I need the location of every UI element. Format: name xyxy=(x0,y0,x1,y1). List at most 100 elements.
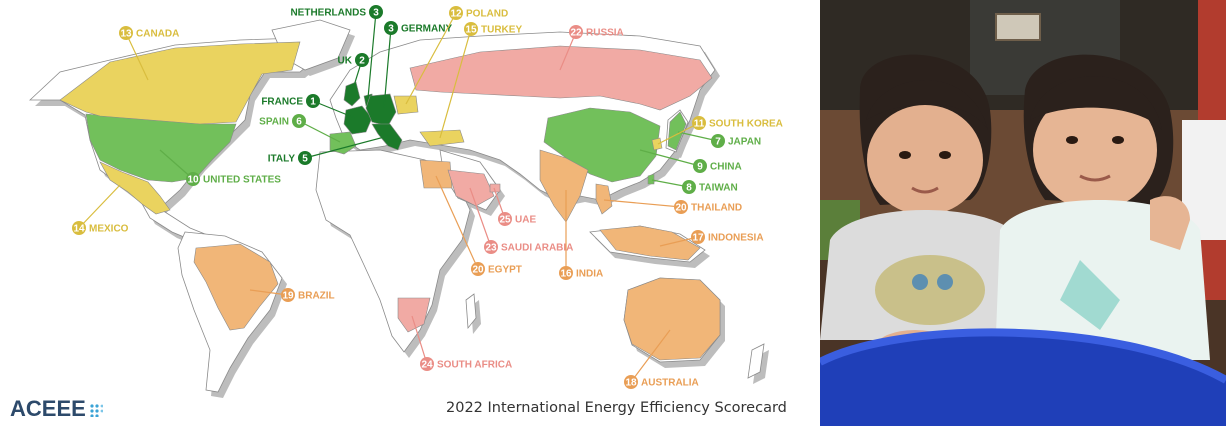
rank-number: 15 xyxy=(465,25,477,36)
rank-badge xyxy=(355,53,369,67)
country-label: GERMANY xyxy=(401,24,452,35)
rank-badge xyxy=(682,180,696,194)
rank-badge xyxy=(298,151,312,165)
country-label: EGYPT xyxy=(488,265,522,276)
country-label: SAUDI ARABIA xyxy=(501,243,573,254)
country-south-korea xyxy=(651,137,663,151)
rank-badge xyxy=(449,6,463,20)
rank-number: 22 xyxy=(570,28,582,39)
country-fills xyxy=(59,41,721,361)
country-label: AUSTRALIA xyxy=(641,378,699,389)
country-callouts: 1 FRANCE 2 UK 3 NETHERLANDS 3 GERMANY 5 ITALY 6 SPA… xyxy=(72,5,783,389)
callout-leader-line xyxy=(367,11,377,99)
callout-uk: 2 UK xyxy=(338,53,369,93)
country-spain xyxy=(329,131,357,155)
country-label: INDONESIA xyxy=(708,233,764,244)
callout-leader-line xyxy=(405,12,457,105)
callout-germany: 3 GERMANY xyxy=(383,21,452,109)
country-label: SOUTH KOREA xyxy=(709,119,783,130)
rank-badge xyxy=(624,375,638,389)
rank-number: 24 xyxy=(421,360,433,371)
country-label: CANADA xyxy=(136,29,179,40)
country-australia xyxy=(623,277,721,361)
rank-badge xyxy=(692,116,706,130)
callout-taiwan: 8 TAIWAN xyxy=(651,179,738,194)
rank-number: 11 xyxy=(694,119,705,130)
aceee-logo: ACEEE xyxy=(10,396,103,422)
callout-canada: 13 CANADA xyxy=(119,26,179,81)
callout-leader-line xyxy=(603,199,682,208)
continent-madagascar xyxy=(465,293,477,330)
rank-number: 20 xyxy=(472,265,484,276)
callout-leader-line xyxy=(304,135,389,159)
rank-number: 7 xyxy=(715,137,721,148)
country-japan xyxy=(667,111,687,151)
country-label: JAPAN xyxy=(728,137,761,148)
country-label: BRAZIL xyxy=(298,291,335,302)
rank-badge xyxy=(693,159,707,173)
rank-badge xyxy=(369,5,383,19)
country-label: MEXICO xyxy=(89,224,129,235)
country-label: UK xyxy=(338,56,353,67)
rank-number: 19 xyxy=(282,291,294,302)
country-label: TURKEY xyxy=(481,25,522,36)
country-label: NETHERLANDS xyxy=(290,8,366,19)
rank-badge xyxy=(471,262,485,276)
country-russia xyxy=(409,45,713,111)
rank-badge xyxy=(464,22,478,36)
rank-badge xyxy=(281,288,295,302)
rank-number: 18 xyxy=(625,378,637,389)
rank-badge xyxy=(119,26,133,40)
country-label: TAIWAN xyxy=(699,183,738,194)
country-label: UNITED STATES xyxy=(203,175,281,186)
callout-leader-line xyxy=(159,149,194,180)
callout-leader-line xyxy=(298,120,341,143)
country-label: ITALY xyxy=(268,154,296,165)
country-label: SOUTH AFRICA xyxy=(437,360,512,371)
callout-leader-line xyxy=(639,149,701,167)
callout-leader-line xyxy=(435,175,479,270)
rank-number: 23 xyxy=(485,243,497,254)
children-photo-illustration xyxy=(820,0,1226,426)
country-brazil xyxy=(193,243,279,331)
rank-badge xyxy=(674,200,688,214)
rank-number: 16 xyxy=(560,269,572,280)
callout-leader-line xyxy=(78,184,121,229)
logo-text: ACEEE xyxy=(10,396,86,421)
country-label: RUSSIA xyxy=(586,28,624,39)
rank-badge xyxy=(384,21,398,35)
country-label: POLAND xyxy=(466,9,508,20)
rank-badge xyxy=(711,134,725,148)
rank-number: 17 xyxy=(692,233,704,244)
rank-badge xyxy=(186,172,200,186)
logo-dots-icon xyxy=(90,404,103,418)
world-map: 1 FRANCE 2 UK 3 NETHERLANDS 3 GERMANY 5 ITALY 6 SPA… xyxy=(28,5,783,398)
country-canada xyxy=(59,41,301,125)
rank-number: 3 xyxy=(373,8,379,19)
callout-mexico: 14 MEXICO xyxy=(72,184,129,235)
callout-indonesia: 17 INDONESIA xyxy=(659,230,764,247)
children-photo xyxy=(820,0,1226,426)
callout-uae: 25 UAE xyxy=(493,187,536,226)
rank-number: 3 xyxy=(388,24,394,35)
callout-australia: 18 AUSTRALIA xyxy=(624,329,699,389)
rank-badge xyxy=(569,25,583,39)
callout-leader-line xyxy=(469,187,492,248)
callout-brazil: 19 BRAZIL xyxy=(249,288,335,302)
rank-badge xyxy=(559,266,573,280)
callout-india: 16 INDIA xyxy=(559,190,603,280)
world-map-panel: 1 FRANCE 2 UK 3 NETHERLANDS 3 GERMANY 5 ITALY 6 SPA… xyxy=(10,5,787,422)
country-uae xyxy=(489,183,501,193)
callout-france: 1 FRANCE xyxy=(261,94,356,119)
country-taiwan xyxy=(647,173,655,185)
country-poland xyxy=(393,95,419,115)
country-egypt xyxy=(419,159,453,189)
rank-number: 9 xyxy=(697,162,703,173)
rank-number: 25 xyxy=(499,215,511,226)
country-france xyxy=(343,105,373,135)
rank-badge xyxy=(691,230,705,244)
rank-badge xyxy=(420,357,434,371)
country-label: INDIA xyxy=(576,269,603,280)
rank-number: 6 xyxy=(296,117,302,128)
country-label: FRANCE xyxy=(261,97,303,108)
